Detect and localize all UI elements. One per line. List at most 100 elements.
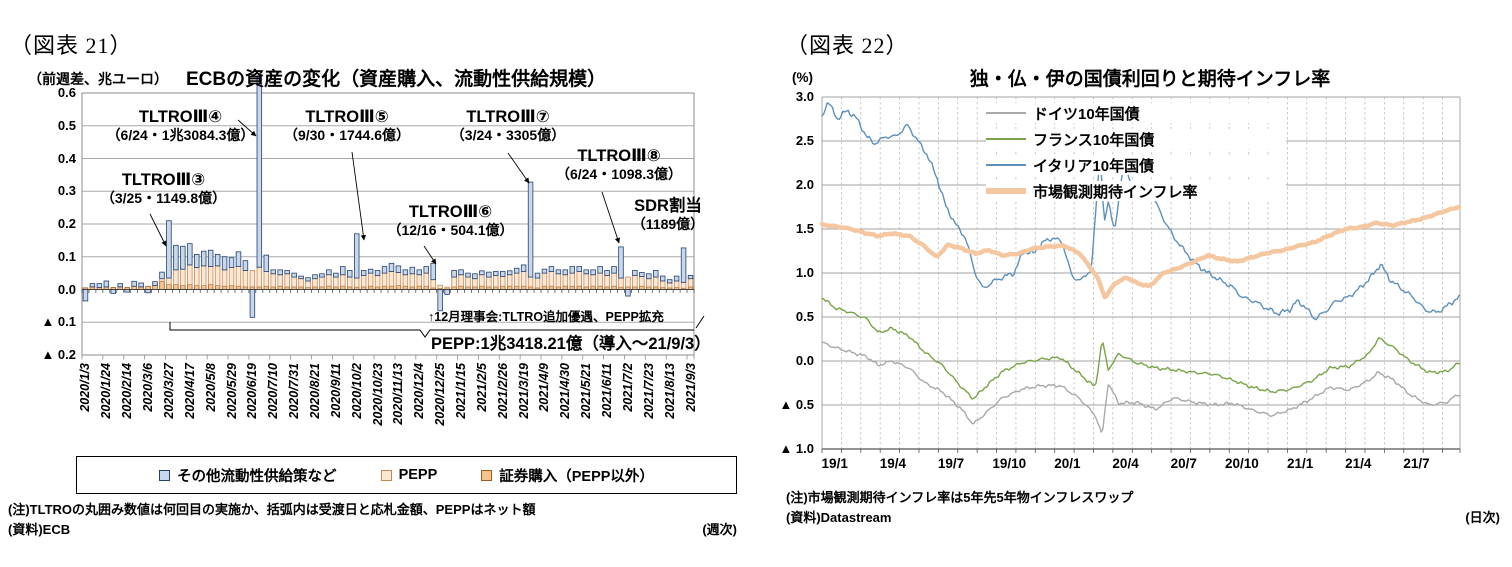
- left-x-axis-tick-label: 2020/8/21: [307, 363, 322, 419]
- annotation-detail: （6/24・1兆3084.3億）: [106, 127, 255, 144]
- right-x-axis-tick-label: 20/10: [1225, 456, 1259, 471]
- annotation-7: SDR割当 （1189億）: [612, 196, 724, 233]
- right-chart-source: (資料)Datastream: [786, 510, 892, 525]
- left-x-axis-tick-label: 2020/5/8: [203, 363, 218, 412]
- annotation-label: TLTROⅢ⑧: [577, 147, 661, 165]
- right-legend-item-1: ドイツ10年国債: [986, 103, 1286, 123]
- left-y-axis-tick-label: 0.0: [57, 281, 76, 297]
- right-y-axis-tick-label: 0.0: [795, 353, 814, 368]
- left-x-axis-tick-label: 2020/7/31: [287, 363, 302, 419]
- left-x-axis-tick-label: 2020/4/17: [182, 363, 197, 419]
- right-legend-label: ドイツ10年国債: [1033, 105, 1140, 123]
- right-x-axis-tick-label: 20/4: [1112, 456, 1139, 471]
- left-x-axis-tick-label: 2021/4/9: [537, 363, 552, 412]
- left-x-axis-tick-label: 2020/1/24: [99, 363, 114, 419]
- left-chart-legend: その他流動性供給策など PEPP 証券購入（PEPP以外）: [76, 456, 737, 494]
- legend-item-1: その他流動性供給策など: [159, 465, 337, 486]
- right-y-axis-tick-label: ▲ 0.5: [779, 397, 814, 412]
- annotation-detail: （1189億）: [631, 216, 705, 233]
- left-x-axis-tick-label: 2020/3/6: [141, 363, 156, 412]
- legend-swatch: [380, 469, 392, 481]
- left-chart-source: (資料)ECB: [8, 522, 71, 537]
- annotation-label: TLTROⅢ③: [121, 171, 206, 189]
- right-x-axis-tick-label: 20/1: [1054, 456, 1081, 471]
- legend-item-2: PEPP: [380, 467, 438, 483]
- right-y-axis-tick-label: ▲ 1.0: [779, 441, 814, 456]
- annotation-1: TLTROⅢ③ （3/25・1149.8億）: [86, 170, 241, 207]
- left-x-axis-tick-label: 2020/3/27: [161, 363, 176, 419]
- annotation-label: TLTROⅢ⑦: [466, 108, 550, 126]
- right-chart-note: (注)市場観測期待インフレ率は5年先5年物インフレスワップ: [786, 490, 1134, 505]
- right-chart-title: 独・仏・伊の国債利回りと期待インフレ率: [969, 69, 1331, 90]
- left-chart-title: ECBの資産の変化（資産購入、流動性供給規模）: [186, 69, 607, 90]
- left-y-axis-tick-label: ▲ 0.1: [41, 314, 76, 330]
- pepp-total-callout: PEPP:1兆3418.21億（導入～21/9/3）: [431, 335, 711, 353]
- annotation-detail: （9/30・1744.6億）: [283, 127, 411, 144]
- right-x-axis-tick-label: 19/7: [937, 456, 965, 471]
- left-x-axis-tick-label: 2021/9/3: [683, 363, 698, 412]
- right-legend-label: 市場観測期待インフレ率: [1033, 183, 1198, 201]
- left-x-axis-tick-label: 2021/7/2: [620, 363, 635, 412]
- left-chart-frequency: (週次): [702, 522, 737, 537]
- left-x-axis-tick-label: 2021/7/23: [641, 363, 656, 419]
- annotation-4: TLTROⅢ⑥ （12/16・504.1億）: [368, 202, 533, 239]
- annotation-3: TLTROⅢ⑤ （9/30・1744.6億）: [262, 107, 432, 144]
- left-y-axis-tick-label: 0.2: [57, 216, 76, 231]
- left-x-axis-tick-label: 2020/6/19: [245, 363, 260, 419]
- left-x-axis-tick-label: 2020/10/2: [349, 363, 364, 419]
- left-x-axis-tick-label: 2021/2/5: [474, 363, 489, 412]
- annotation-label: TLTROⅢ⑤: [305, 108, 389, 126]
- right-legend-line-swatch: [986, 163, 1026, 167]
- right-x-axis-tick-label: 21/4: [1345, 456, 1372, 471]
- right-chart-frequency: (日次): [1465, 510, 1500, 525]
- right-legend-item-4: 市場観測期待インフレ率: [986, 181, 1286, 201]
- annotation-6: TLTROⅢ⑧ （6/24・1098.3億）: [540, 146, 698, 183]
- right-y-axis-tick-label: 2.5: [795, 133, 814, 148]
- annotation-label: SDR割当: [634, 197, 702, 215]
- right-x-axis-tick-label: 19/10: [992, 456, 1027, 471]
- annotation-2: TLTROⅢ④ （6/24・1兆3084.3億）: [88, 107, 273, 144]
- right-y-axis-tick-label: 2.0: [795, 177, 814, 192]
- left-y-axis-tick-label: 0.4: [57, 150, 76, 166]
- annotation-5: TLTROⅢ⑦ （3/24・3305億）: [428, 107, 588, 144]
- left-x-axis-tick-label: 2020/12/4: [412, 363, 427, 419]
- annotation-detail: （3/24・3305億）: [450, 127, 566, 144]
- annotation-detail: （3/25・1149.8億）: [100, 190, 227, 207]
- left-y-axis-tick-label: 0.6: [57, 85, 76, 100]
- right-legend-item-2: フランス10年国債: [986, 129, 1286, 149]
- legend-label: 証券購入（PEPP以外）: [499, 468, 654, 485]
- legend-item-3: 証券購入（PEPP以外）: [481, 465, 654, 486]
- figure-21-label: （図表 21）: [10, 33, 133, 58]
- left-x-axis-tick-label: 2020/1/3: [78, 363, 93, 412]
- left-x-axis-tick-label: 2021/6/11: [600, 363, 615, 418]
- right-x-axis-tick-label: 21/1: [1286, 456, 1314, 471]
- left-y-axis-tick-label: 0.3: [57, 183, 76, 199]
- left-x-axis-tick-label: 2021/3/19: [516, 363, 531, 419]
- right-legend-label: フランス10年国債: [1033, 131, 1155, 149]
- right-y-axis-tick-label: 3.0: [795, 89, 814, 104]
- left-x-axis-tick-label: 2020/12/25: [433, 363, 448, 426]
- left-x-axis-tick-label: 2020/10/23: [370, 363, 385, 426]
- left-x-axis-tick-label: 2020/5/29: [224, 363, 239, 419]
- left-y-axis-tick-label: 0.5: [57, 117, 76, 133]
- left-x-axis-tick-label: 2021/2/26: [495, 363, 510, 419]
- left-chart-note: (注)TLTROの丸囲み数値は何回目の実施か、括弧内は受渡日と応札金額、PEPP…: [8, 502, 536, 517]
- left-x-axis-tick-label: 2020/9/11: [328, 363, 343, 418]
- annotation-detail: （6/24・1098.3億）: [555, 166, 683, 183]
- right-y-axis-tick-label: 1.0: [795, 265, 814, 280]
- right-legend-line-swatch: [986, 188, 1026, 194]
- legend-label: PEPP: [398, 467, 438, 483]
- left-x-axis-tick-label: 2021/5/21: [579, 363, 594, 419]
- figure-22-label: （図表 22）: [786, 33, 909, 58]
- annotation-label: TLTROⅢ⑥: [408, 203, 493, 221]
- left-x-axis-tick-label: 2020/7/10: [266, 363, 281, 419]
- right-y-axis-tick-label: 0.5: [795, 309, 814, 324]
- right-x-axis-tick-label: 19/1: [821, 456, 848, 471]
- left-x-axis-tick-label: 2020/2/14: [120, 363, 135, 419]
- right-legend-line-swatch: [986, 111, 1026, 115]
- right-chart-unit-label: (%): [792, 70, 813, 85]
- legend-swatch: [159, 469, 171, 481]
- left-x-axis-tick-label: 2021/4/30: [558, 363, 573, 419]
- left-x-axis-tick-label: 2021/8/13: [662, 363, 677, 419]
